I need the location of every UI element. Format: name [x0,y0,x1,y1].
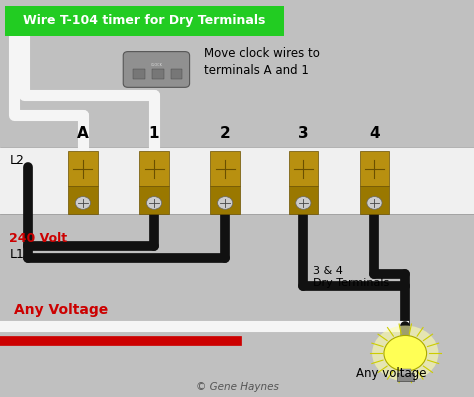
Bar [289,186,318,214]
Text: © Gene Haynes: © Gene Haynes [196,382,278,392]
Bar [152,69,164,79]
Text: 3: 3 [298,126,309,141]
Bar [133,69,145,79]
Bar [68,151,98,186]
Bar [0,147,474,214]
FancyBboxPatch shape [123,52,190,87]
Text: A: A [77,126,89,141]
Circle shape [296,197,311,209]
Text: 4: 4 [369,126,380,141]
Bar [0,0,474,147]
Text: 3 & 4
Dry Terminals: 3 & 4 Dry Terminals [313,266,389,288]
Bar [360,151,389,186]
Bar [210,186,240,214]
Bar [5,6,284,36]
Circle shape [218,197,233,209]
Circle shape [146,197,162,209]
Bar [397,373,414,381]
Bar [171,69,182,79]
Bar [139,151,169,186]
Text: Wire T-104 timer for Dry Terminals: Wire T-104 timer for Dry Terminals [23,14,266,27]
Text: L2: L2 [9,154,24,167]
Bar [360,186,389,214]
Bar [400,369,411,375]
Circle shape [75,197,91,209]
Text: Any Voltage: Any Voltage [14,303,109,317]
Bar [289,151,318,186]
Text: L1: L1 [9,248,24,260]
Bar [68,186,98,214]
Text: 1: 1 [149,126,159,141]
Bar [139,186,169,214]
Circle shape [384,335,427,371]
Text: 240 Volt: 240 Volt [9,232,68,245]
Circle shape [372,326,438,381]
Circle shape [367,197,382,209]
Text: CLOCK: CLOCK [150,63,163,67]
Text: Any voltage: Any voltage [356,367,426,380]
Bar [0,214,474,397]
Text: Move clock wires to
terminals A and 1: Move clock wires to terminals A and 1 [204,46,319,77]
Bar [210,151,240,186]
Text: 2: 2 [220,126,230,141]
